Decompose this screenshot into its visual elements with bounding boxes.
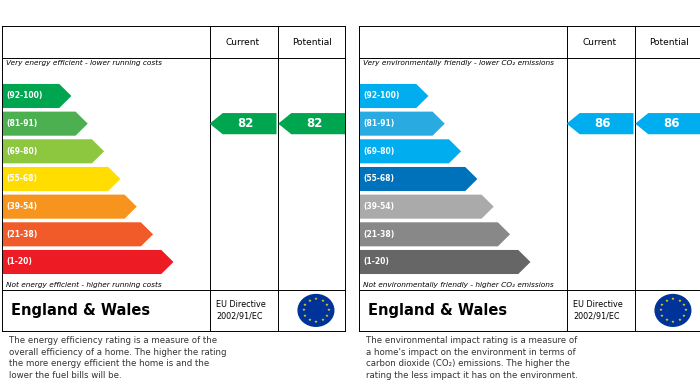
Text: ★: ★ bbox=[325, 314, 329, 318]
Text: (55-68): (55-68) bbox=[6, 174, 37, 183]
Text: A: A bbox=[430, 90, 439, 102]
Text: Current: Current bbox=[583, 38, 617, 47]
Text: Not energy efficient - higher running costs: Not energy efficient - higher running co… bbox=[6, 282, 161, 288]
Text: A: A bbox=[73, 90, 82, 102]
Text: ★: ★ bbox=[671, 320, 675, 324]
Polygon shape bbox=[2, 195, 136, 219]
Circle shape bbox=[655, 294, 691, 326]
Text: ★: ★ bbox=[314, 297, 318, 301]
Text: G: G bbox=[174, 255, 185, 269]
Polygon shape bbox=[359, 222, 510, 246]
Polygon shape bbox=[635, 113, 700, 134]
Text: Potential: Potential bbox=[649, 38, 689, 47]
Text: ★: ★ bbox=[308, 299, 312, 303]
Polygon shape bbox=[2, 139, 104, 163]
Text: G: G bbox=[531, 255, 542, 269]
Text: 86: 86 bbox=[663, 117, 680, 130]
Polygon shape bbox=[2, 222, 153, 246]
Text: Very environmentally friendly - lower CO₂ emissions: Very environmentally friendly - lower CO… bbox=[363, 59, 554, 66]
Text: Energy Efficiency Rating: Energy Efficiency Rating bbox=[7, 7, 169, 20]
Text: ★: ★ bbox=[301, 308, 305, 312]
Text: B: B bbox=[89, 117, 98, 130]
Text: E: E bbox=[138, 200, 146, 213]
Text: 82: 82 bbox=[237, 117, 254, 130]
Text: (39-54): (39-54) bbox=[363, 202, 394, 211]
Text: (55-68): (55-68) bbox=[363, 174, 394, 183]
Text: D: D bbox=[478, 172, 489, 185]
Text: ★: ★ bbox=[321, 318, 324, 322]
Text: The environmental impact rating is a measure of
a home's impact on the environme: The environmental impact rating is a mea… bbox=[366, 336, 578, 380]
Text: ★: ★ bbox=[665, 299, 668, 303]
Text: 82: 82 bbox=[306, 117, 323, 130]
Text: (21-38): (21-38) bbox=[363, 230, 395, 239]
Polygon shape bbox=[566, 113, 634, 134]
Text: ★: ★ bbox=[658, 308, 662, 312]
Text: England & Wales: England & Wales bbox=[368, 303, 507, 318]
Text: (69-80): (69-80) bbox=[6, 147, 38, 156]
Text: Not environmentally friendly - higher CO₂ emissions: Not environmentally friendly - higher CO… bbox=[363, 282, 553, 288]
Text: E: E bbox=[495, 200, 503, 213]
Text: ★: ★ bbox=[682, 314, 686, 318]
Polygon shape bbox=[359, 250, 531, 274]
Text: (81-91): (81-91) bbox=[6, 119, 38, 128]
Text: (69-80): (69-80) bbox=[363, 147, 395, 156]
Text: ★: ★ bbox=[327, 308, 330, 312]
Text: (92-100): (92-100) bbox=[6, 91, 43, 100]
Text: ★: ★ bbox=[314, 320, 318, 324]
Polygon shape bbox=[359, 195, 494, 219]
Text: ★: ★ bbox=[678, 299, 681, 303]
Text: ★: ★ bbox=[325, 303, 329, 307]
Text: ★: ★ bbox=[303, 303, 307, 307]
Text: ★: ★ bbox=[321, 299, 324, 303]
Text: D: D bbox=[121, 172, 132, 185]
Text: ★: ★ bbox=[684, 308, 687, 312]
Text: C: C bbox=[462, 145, 471, 158]
Polygon shape bbox=[359, 139, 461, 163]
Polygon shape bbox=[359, 111, 444, 136]
Polygon shape bbox=[209, 113, 276, 134]
Text: 86: 86 bbox=[594, 117, 611, 130]
Text: England & Wales: England & Wales bbox=[10, 303, 150, 318]
Text: Very energy efficient - lower running costs: Very energy efficient - lower running co… bbox=[6, 59, 162, 66]
Text: (21-38): (21-38) bbox=[6, 230, 38, 239]
Text: ★: ★ bbox=[303, 314, 307, 318]
Text: ★: ★ bbox=[308, 318, 312, 322]
Text: ★: ★ bbox=[671, 297, 675, 301]
Text: F: F bbox=[154, 228, 162, 241]
Text: ★: ★ bbox=[660, 314, 664, 318]
Text: ★: ★ bbox=[678, 318, 681, 322]
Text: (39-54): (39-54) bbox=[6, 202, 37, 211]
Polygon shape bbox=[2, 250, 174, 274]
Text: Current: Current bbox=[226, 38, 260, 47]
Text: ★: ★ bbox=[660, 303, 664, 307]
Text: B: B bbox=[446, 117, 455, 130]
Text: (1-20): (1-20) bbox=[363, 258, 389, 267]
Text: Environmental Impact (CO₂) Rating: Environmental Impact (CO₂) Rating bbox=[364, 7, 596, 20]
Text: ★: ★ bbox=[682, 303, 686, 307]
Polygon shape bbox=[2, 84, 71, 108]
Text: EU Directive
2002/91/EC: EU Directive 2002/91/EC bbox=[573, 300, 623, 321]
Text: (81-91): (81-91) bbox=[363, 119, 395, 128]
Polygon shape bbox=[359, 84, 428, 108]
Polygon shape bbox=[359, 167, 477, 191]
Text: C: C bbox=[105, 145, 114, 158]
Polygon shape bbox=[2, 111, 87, 136]
Polygon shape bbox=[278, 113, 345, 134]
Text: The energy efficiency rating is a measure of the
overall efficiency of a home. T: The energy efficiency rating is a measur… bbox=[9, 336, 227, 380]
Text: (92-100): (92-100) bbox=[363, 91, 400, 100]
Text: F: F bbox=[511, 228, 519, 241]
Text: EU Directive
2002/91/EC: EU Directive 2002/91/EC bbox=[216, 300, 266, 321]
Text: Potential: Potential bbox=[292, 38, 332, 47]
Polygon shape bbox=[2, 167, 120, 191]
Text: (1-20): (1-20) bbox=[6, 258, 32, 267]
Circle shape bbox=[298, 294, 334, 326]
Text: ★: ★ bbox=[665, 318, 668, 322]
